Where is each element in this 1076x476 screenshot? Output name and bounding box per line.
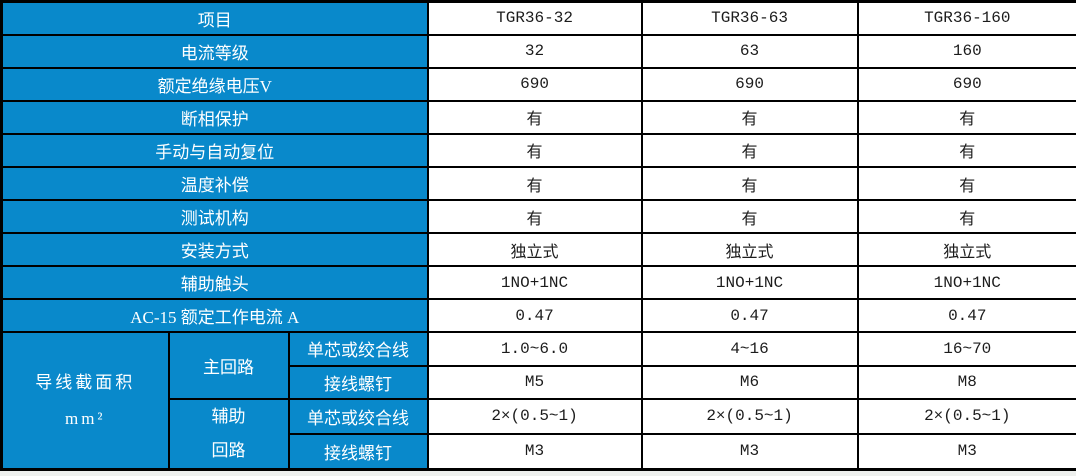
row-label-main-circuit: 主回路 xyxy=(167,331,290,400)
row-label-auxiliary-contact: 辅助触头 xyxy=(0,265,429,301)
row-label-main-screw: 接线螺钉 xyxy=(287,364,429,400)
row-label-main-wire-type: 单芯或绞合线 xyxy=(287,331,429,367)
table-row-test-mechanism: 测试机构 有 有 有 xyxy=(0,199,1076,235)
row-label-manual-auto-reset: 手动与自动复位 xyxy=(0,132,429,168)
spec-value-cell: 4~16 xyxy=(640,331,859,367)
spec-value-cell: 0.47 xyxy=(426,298,643,334)
column-header-model-1: TGR36-32 xyxy=(426,0,643,36)
table-row-main-wire: 导线截面积 mm² 主回路 单芯或绞合线 1.0~6.0 4~16 16~70 xyxy=(0,331,1076,471)
row-label-current-rating: 电流等级 xyxy=(0,33,429,69)
spec-value-cell: 2×(0.5~1) xyxy=(640,397,859,435)
spec-value-cell: M3 xyxy=(856,432,1076,471)
column-header-model-2: TGR36-63 xyxy=(640,0,859,36)
spec-value-cell: M5 xyxy=(426,364,643,400)
spec-value-cell: 有 xyxy=(856,99,1076,135)
row-label-aux-circuit: 辅助 回路 xyxy=(167,397,290,471)
row-label-phase-loss-protection: 断相保护 xyxy=(0,99,429,135)
spec-value-cell: 有 xyxy=(856,165,1076,202)
table-row-insulation-voltage: 额定绝缘电压V 690 690 690 xyxy=(0,66,1076,102)
spec-value-cell: 有 xyxy=(856,199,1076,235)
table-row-aux-wire: 辅助 回路 单芯或绞合线 2×(0.5~1) 2×(0.5~1) 2×(0.5~… xyxy=(2,397,1076,471)
spec-value-cell: 有 xyxy=(640,99,859,135)
row-label-item: 项目 xyxy=(0,0,429,36)
row-label-test-mechanism: 测试机构 xyxy=(0,199,429,235)
spec-value-cell: 1.0~6.0 xyxy=(426,331,643,367)
spec-value-cell: M3 xyxy=(640,432,859,471)
table-row-temperature-compensation: 温度补偿 有 有 有 xyxy=(0,165,1076,202)
spec-value-cell: 独立式 xyxy=(640,232,859,268)
spec-value-cell: 有 xyxy=(856,132,1076,168)
spec-value-cell: 160 xyxy=(856,33,1076,69)
row-label-temperature-compensation: 温度补偿 xyxy=(0,165,429,202)
table-row-phase-loss-protection: 断相保护 有 有 有 xyxy=(0,99,1076,135)
spec-value-cell: 32 xyxy=(426,33,643,69)
spec-value-cell: 63 xyxy=(640,33,859,69)
row-label-insulation-voltage: 额定绝缘电压V xyxy=(0,66,429,102)
spec-value-cell: 1NO+1NC xyxy=(856,265,1076,301)
spec-value-cell: M8 xyxy=(856,364,1076,400)
spec-value-cell: M3 xyxy=(426,432,643,471)
spec-value-cell: 有 xyxy=(426,165,643,202)
spec-value-cell: 1NO+1NC xyxy=(426,265,643,301)
spec-value-cell: 0.47 xyxy=(856,298,1076,334)
table-row-mounting-type: 安装方式 独立式 独立式 独立式 xyxy=(0,232,1076,268)
table-row-ac15-rated-current: AC-15 额定工作电流 A 0.47 0.47 0.47 xyxy=(0,298,1076,334)
spec-value-cell: 0.47 xyxy=(640,298,859,334)
spec-value-cell: 690 xyxy=(426,66,643,102)
spec-value-cell: 有 xyxy=(426,99,643,135)
table-row-manual-auto-reset: 手动与自动复位 有 有 有 xyxy=(0,132,1076,168)
spec-value-cell: 1NO+1NC xyxy=(640,265,859,301)
table-row-aux-screw: 接线螺钉 M3 M3 M3 xyxy=(2,432,1076,471)
column-header-model-3: TGR36-160 xyxy=(856,0,1076,36)
spec-value-cell: 有 xyxy=(640,165,859,202)
row-label-mounting-type: 安装方式 xyxy=(0,232,429,268)
table-row-header: 项目 TGR36-32 TGR36-63 TGR36-160 xyxy=(0,0,1076,36)
row-label-aux-screw: 接线螺钉 xyxy=(287,432,429,471)
table-row-auxiliary-contact: 辅助触头 1NO+1NC 1NO+1NC 1NO+1NC xyxy=(0,265,1076,301)
row-label-ac15-rated-current: AC-15 额定工作电流 A xyxy=(0,298,429,334)
spec-value-cell: 有 xyxy=(640,132,859,168)
spec-value-cell: 2×(0.5~1) xyxy=(856,397,1076,435)
spec-value-cell: 有 xyxy=(640,199,859,235)
spec-value-cell: 独立式 xyxy=(426,232,643,268)
spec-value-cell: 16~70 xyxy=(856,331,1076,367)
table-row-current-rating: 电流等级 32 63 160 xyxy=(0,33,1076,69)
table-row-main-screw: 接线螺钉 M5 M6 M8 xyxy=(2,364,1076,400)
row-label-wire-cross-section: 导线截面积 mm² xyxy=(0,331,170,471)
row-label-aux-wire-type: 单芯或绞合线 xyxy=(287,397,429,435)
spec-value-cell: 有 xyxy=(426,132,643,168)
spec-value-cell: 2×(0.5~1) xyxy=(426,397,643,435)
spec-value-cell: 独立式 xyxy=(856,232,1076,268)
spec-value-cell: 有 xyxy=(426,199,643,235)
spec-value-cell: M6 xyxy=(640,364,859,400)
spec-value-cell: 690 xyxy=(856,66,1076,102)
spec-value-cell: 690 xyxy=(640,66,859,102)
